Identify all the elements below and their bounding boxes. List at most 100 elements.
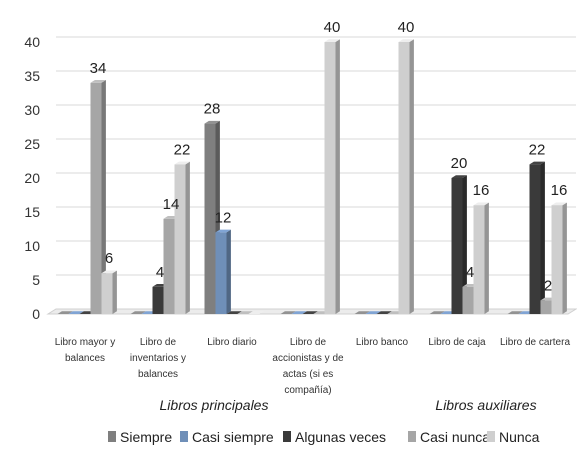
bar-top <box>204 120 220 124</box>
bar <box>551 202 567 314</box>
bar-front <box>174 164 186 314</box>
bar-top <box>365 311 381 314</box>
category-label-line: inventarios y <box>130 353 186 364</box>
legend-label: Casi nunca <box>420 429 490 445</box>
y-tick-label: 15 <box>24 204 40 220</box>
category-label: Libro mayor y balances <box>55 337 116 364</box>
category-label-line: Libro de cartera <box>500 337 570 348</box>
bar <box>68 311 84 314</box>
category-label: Libro banco <box>356 337 409 348</box>
bar-top <box>551 202 567 206</box>
y-tick-label: 35 <box>24 68 40 84</box>
data-label: 2 <box>544 277 552 294</box>
bar <box>57 311 73 314</box>
bar-front <box>473 205 485 314</box>
bar <box>302 311 318 314</box>
data-label: 14 <box>163 196 180 213</box>
data-label: 6 <box>105 250 113 267</box>
group-label-principales: Libros principales <box>160 397 269 413</box>
legend-swatch <box>283 431 291 442</box>
bar-top <box>101 270 117 274</box>
category-label: Libro de cartera <box>500 337 570 348</box>
bar <box>280 311 296 314</box>
data-label: 4 <box>466 264 474 281</box>
category-labels: Libro mayor y balances Libro de inventarios… <box>55 337 571 396</box>
legend-label: Nunca <box>499 429 540 445</box>
category-label: Libro diario <box>207 337 257 348</box>
bar-side <box>540 161 545 314</box>
grid-lines <box>46 36 577 315</box>
bar <box>215 229 231 314</box>
bar <box>529 161 545 314</box>
bar-side <box>112 270 117 314</box>
bar-top <box>90 80 106 83</box>
category-label-line: Libro banco <box>356 337 409 348</box>
legend-item: Casi siempre <box>180 429 274 445</box>
bar-top <box>507 311 523 314</box>
bar <box>90 80 106 314</box>
data-label: 12 <box>215 209 232 226</box>
bar-front <box>215 232 227 314</box>
category-label-line: Libro mayor y <box>55 337 116 348</box>
category-label-line: balances <box>138 369 178 380</box>
bar <box>248 311 264 314</box>
category-label-line: accionistas y de <box>272 353 344 364</box>
bar-top <box>130 311 146 314</box>
bar-side <box>335 39 340 314</box>
category-label-line: Libro de caja <box>428 337 486 348</box>
bar-front <box>163 218 175 314</box>
bar <box>507 311 523 314</box>
data-label: 34 <box>90 60 107 77</box>
category-label: Libro de accionistas y de actas (si es comp… <box>272 337 344 396</box>
bar-top <box>376 311 392 314</box>
bar-top <box>473 202 489 206</box>
bar-front <box>551 205 563 314</box>
bar-front <box>324 42 336 314</box>
y-tick-label: 20 <box>24 170 40 186</box>
legend-item: Nunca <box>487 429 540 445</box>
y-axis: 0 5 10 15 20 25 30 35 40 <box>24 34 40 322</box>
bar-side <box>101 80 106 314</box>
bar-side <box>562 202 567 314</box>
data-label: 40 <box>398 19 415 36</box>
y-tick-label: 40 <box>24 34 40 50</box>
bar-front <box>398 42 410 314</box>
bar-top <box>451 175 467 178</box>
bar-top <box>57 311 73 314</box>
bar-side <box>226 229 231 314</box>
bar <box>473 202 489 314</box>
data-label: 28 <box>204 101 221 118</box>
y-tick-label: 5 <box>32 272 40 288</box>
bar <box>130 311 146 314</box>
bar-top <box>226 311 242 314</box>
bars <box>57 39 567 314</box>
bar <box>174 161 190 314</box>
bar-top <box>398 39 414 42</box>
bar-top <box>354 311 370 314</box>
bar-front <box>90 82 102 314</box>
bar <box>398 39 414 314</box>
category-label-line: balances <box>65 353 105 364</box>
bar <box>376 311 392 314</box>
legend-swatch <box>180 431 188 442</box>
bar-top <box>248 311 264 314</box>
data-label: 4 <box>156 264 164 281</box>
legend-item: Algunas veces <box>283 429 386 445</box>
bar-front <box>462 286 474 314</box>
data-label: 40 <box>324 19 341 36</box>
bar <box>291 311 307 314</box>
category-label-line: Libro de <box>290 337 327 348</box>
bar <box>324 39 340 314</box>
legend-label: Casi siempre <box>192 429 274 445</box>
category-label: Libro de inventarios y balances <box>130 337 186 380</box>
y-tick-label: 0 <box>32 306 40 322</box>
bar-top <box>529 161 545 165</box>
legend-item: Casi nunca <box>408 429 490 445</box>
bar-front <box>529 164 541 314</box>
bar-front <box>152 286 164 314</box>
bar <box>101 270 117 314</box>
data-label: 16 <box>551 182 568 199</box>
legend-swatch <box>487 431 495 442</box>
legend-item: Siempre <box>108 429 172 445</box>
